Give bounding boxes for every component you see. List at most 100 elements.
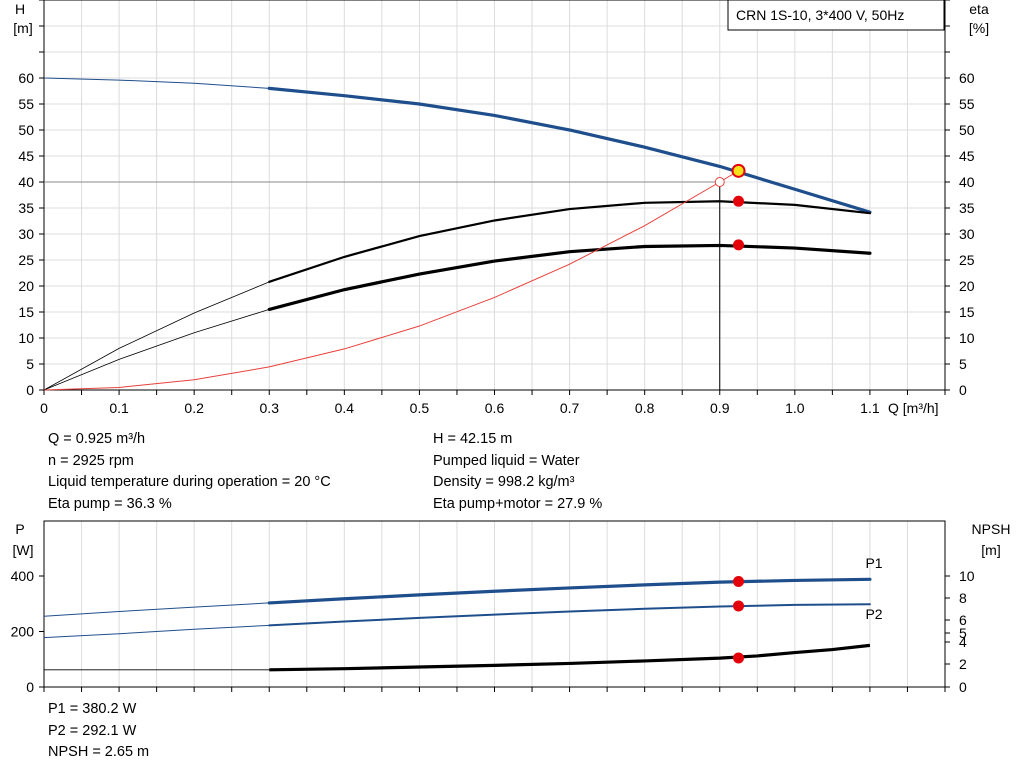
- bottom-series: P1 P2: [43, 555, 883, 672]
- y-tick-label-right: 0: [959, 382, 967, 398]
- p1-series-label: P1: [865, 555, 882, 571]
- npsh-tick-label: 0: [959, 679, 967, 695]
- eta-pump-curve: [268, 200, 872, 283]
- left-axis-unit-top: [m]: [13, 20, 32, 36]
- y-tick-label-right: 40: [959, 174, 975, 190]
- x-tick-label: 0.3: [260, 400, 280, 416]
- x-tick-label: 0.2: [184, 400, 204, 416]
- p1-readout: P1 = 380.2 W: [48, 701, 137, 717]
- eta-pump-motor-duty-marker: [733, 239, 745, 251]
- y-tick-label-left: 45: [18, 148, 34, 164]
- y-tick-label-left: 30: [18, 226, 34, 242]
- x-tick-label: 0.8: [635, 400, 655, 416]
- power-info: P1 = 380.2 W P2 = 292.1 W NPSH = 2.65 m: [48, 699, 149, 764]
- y-tick-label-left: 0: [26, 382, 34, 398]
- npsh-tick-label: 8: [959, 590, 967, 606]
- power-tick-label: 0: [26, 679, 34, 695]
- bottom-grid: [81, 521, 908, 687]
- y-tick-label-left: 15: [18, 304, 34, 320]
- top-markers: [44, 163, 746, 390]
- system-curve-curve: [43, 170, 739, 391]
- y-tick-label-left: 55: [18, 96, 34, 112]
- p1-curve-extension: [43, 602, 270, 617]
- x-tick-label: 0.6: [485, 400, 505, 416]
- y-tick-label-right: 35: [959, 200, 975, 216]
- power-npsh-chart: P1 P2 0 200 400 0 2 456 8 10 P [W] NPSH [m]: [11, 520, 1011, 695]
- x-tick-label: 1.0: [785, 400, 805, 416]
- duty-info-left: Q = 0.925 m³/h n = 2925 rpm Liquid tempe…: [48, 429, 331, 515]
- left-axis-label-bottom: P: [15, 521, 24, 537]
- x-axis-label: Q [m³/h]: [888, 400, 939, 416]
- head-curve: [267, 86, 872, 214]
- y-tick-label-left: 20: [18, 278, 34, 294]
- right-axis-label-top: eta: [969, 1, 989, 17]
- head-curve-extension: [43, 77, 270, 89]
- y-tick-label-right: 25: [959, 252, 975, 268]
- p2-readout: P2 = 292.1 W: [48, 722, 137, 739]
- y-tick-label-left: 25: [18, 252, 34, 268]
- bottom-markers: [733, 575, 745, 664]
- x-tick-label: 0.4: [335, 400, 355, 416]
- flow-readout: Q = 0.925 m³/h: [48, 431, 146, 447]
- npsh-duty-marker: [733, 652, 745, 664]
- head-readout: H = 42.15 m: [433, 431, 513, 447]
- speed-readout: n = 2925 rpm: [48, 452, 134, 469]
- right-axis-unit-top: [%]: [969, 20, 989, 36]
- y-tick-label-right: 30: [959, 226, 975, 242]
- eta-pump-readout: Eta pump = 36.3 %: [48, 495, 172, 512]
- npsh-tick-label: 6: [959, 612, 967, 628]
- p2-duty-marker: [733, 600, 745, 612]
- chart-title-box: [727, 0, 945, 31]
- right-axis-label-bottom: NPSH: [972, 521, 1011, 537]
- npsh-tick-label: 10: [959, 568, 975, 584]
- chart-title: CRN 1S-10, 3*400 V, 50Hz: [736, 7, 904, 23]
- y-tick-label-left: 5: [26, 356, 34, 372]
- y-tick-label-left: 50: [18, 122, 34, 138]
- p2-curve-extension: [43, 624, 270, 639]
- power-tick-label: 400: [11, 568, 35, 584]
- x-tick-label: 0.5: [410, 400, 430, 416]
- head-duty-marker: [731, 163, 746, 178]
- y-tick-label-right: 50: [959, 122, 975, 138]
- eta-pump-motor-curve: [267, 243, 872, 311]
- x-tick-label: 0.9: [710, 400, 730, 416]
- x-tick-label: 0: [40, 400, 48, 416]
- y-tick-label-right: 60: [959, 70, 975, 86]
- left-axis-unit-bottom: [W]: [13, 542, 34, 558]
- eta-pump-motor-curve-extension: [43, 309, 270, 391]
- y-tick-label-right: 45: [959, 148, 975, 164]
- npsh-readout: NPSH = 2.65 m: [48, 744, 150, 760]
- y-tick-label-right: 55: [959, 96, 975, 112]
- p1-curve: [267, 577, 872, 605]
- y-tick-label-left: 60: [18, 70, 34, 86]
- npsh-curve: [269, 643, 871, 672]
- temperature-readout: Liquid temperature during operation = 20…: [48, 474, 331, 490]
- eta-pump-curve-extension: [43, 281, 270, 391]
- npsh-tick-label: 5: [959, 625, 967, 641]
- p2-curve: [268, 603, 871, 627]
- y-tick-label-left: 35: [18, 200, 34, 216]
- top-series: [43, 77, 872, 391]
- x-tick-label: 0.7: [560, 400, 580, 416]
- duty-info-right: H = 42.15 m Pumped liquid = Water Densit…: [433, 429, 602, 515]
- y-tick-label-right: 20: [959, 278, 975, 294]
- p2-series-label: P2: [865, 606, 882, 622]
- y-tick-label-right: 5: [959, 356, 967, 372]
- density-readout: Density = 998.2 kg/m³: [433, 474, 575, 490]
- eta-pump-duty-marker: [733, 195, 745, 207]
- y-tick-label-right: 15: [959, 304, 975, 320]
- left-axis-label-top: H: [15, 1, 25, 17]
- p1-duty-marker: [733, 575, 745, 587]
- npsh-tick-label: 2: [959, 656, 967, 672]
- y-tick-label-left: 40: [18, 174, 34, 190]
- liquid-readout: Pumped liquid = Water: [433, 452, 580, 469]
- power-tick-label: 200: [11, 624, 35, 640]
- x-tick-label: 0.1: [109, 400, 129, 416]
- reference-point: [714, 177, 725, 187]
- bottom-ticks: 0 200 400 0 2 456 8 10: [11, 568, 975, 695]
- y-tick-label-right: 10: [959, 330, 975, 346]
- right-axis-unit-bottom: [m]: [981, 542, 1000, 558]
